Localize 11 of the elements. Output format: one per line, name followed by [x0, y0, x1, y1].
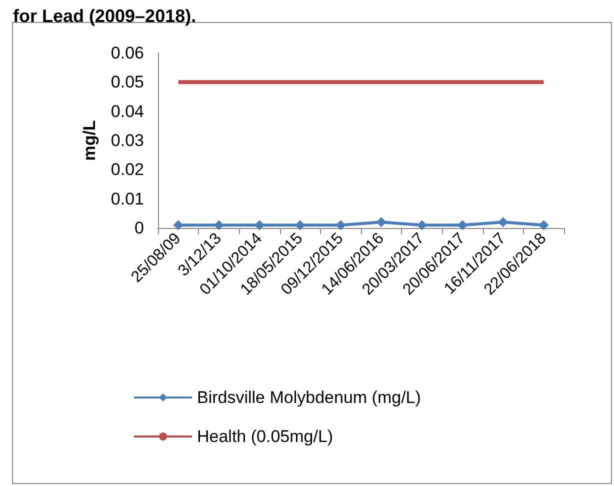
y-tick-label: 0.04	[110, 102, 144, 121]
chart-title: for Lead (2009–2018).	[13, 6, 196, 26]
y-tick-label: 0.03	[110, 131, 144, 150]
y-axis-title: mg/L	[80, 120, 99, 161]
y-tick-label: 0	[134, 218, 144, 238]
y-tick-label: 0.01	[110, 189, 144, 208]
y-tick-label: 0.06	[110, 44, 144, 62]
y-tick-label: 0.02	[110, 160, 144, 180]
legend-label: Health (0.05mg/L)	[197, 427, 334, 446]
y-tick-label: 0.05	[110, 72, 144, 92]
legend-label: Birdsville Molybdenum (mg/L)	[197, 388, 421, 407]
